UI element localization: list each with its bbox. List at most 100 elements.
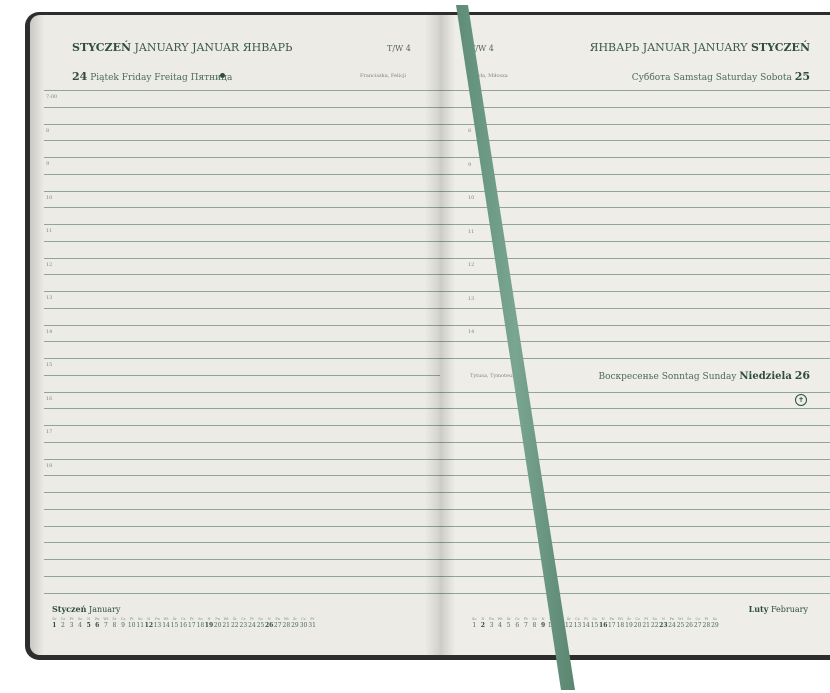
ribbon-strip[interactable] — [456, 5, 575, 690]
ruled-line — [44, 559, 440, 560]
day-pl: Niedziela — [739, 371, 792, 382]
calendar-date: 6 — [95, 622, 100, 629]
ruled-line — [44, 475, 440, 477]
calendar-day: So 15 — [590, 617, 599, 630]
calendar-day: Pt 3 — [67, 617, 76, 630]
calendar-date: 18 — [196, 622, 205, 629]
calendar-day: Pt 31 — [308, 617, 317, 630]
calendar-weekday: Cz — [180, 617, 186, 621]
ruled-line — [440, 224, 830, 225]
calendar-weekday: So — [77, 617, 83, 621]
calendar-weekday: Pn — [669, 617, 675, 621]
calendar-weekday: N — [207, 617, 211, 621]
calendar-day: Śr 12 — [565, 617, 574, 630]
calendar-day: Cz 23 — [239, 617, 248, 630]
day-de: Samstag — [673, 73, 713, 83]
ruled-line — [440, 559, 830, 560]
calendar-weekday: Cz — [241, 617, 246, 621]
calendar-weekday: So — [472, 617, 477, 621]
hour-label: 13 — [46, 295, 53, 301]
calendar-date: 11 — [136, 622, 145, 629]
calendar-date: 13 — [573, 622, 582, 629]
ruled-line — [440, 441, 830, 443]
calendar-weekday: Wt — [617, 617, 623, 621]
calendar-day: Pt 7 — [522, 617, 531, 630]
calendar-weekday: Pn — [609, 617, 615, 621]
ruled-line — [44, 458, 440, 460]
calendar-date: 27 — [693, 622, 702, 629]
book-spine-gutter — [425, 15, 455, 655]
calendar-date: 13 — [153, 622, 162, 629]
day-ru: Воскресенье — [598, 372, 659, 382]
calendar-date: 22 — [650, 622, 659, 629]
ruled-line — [44, 307, 440, 309]
ruled-line — [44, 257, 440, 259]
calendar-date: 31 — [308, 622, 316, 629]
calendar-date: 8 — [112, 622, 117, 629]
ruled-line — [440, 307, 830, 309]
month-de: JANUAR — [192, 41, 240, 54]
calendar-day: Śr 1 — [50, 617, 59, 630]
name-day-names: Franciszka, Felicji — [360, 73, 407, 79]
ruled-line — [440, 173, 830, 175]
calendar-date: 9 — [540, 622, 546, 629]
calendar-date: 15 — [590, 622, 599, 629]
ruled-line — [440, 123, 830, 125]
ruled-line — [440, 106, 830, 108]
calendar-day: Pn 27 — [273, 617, 282, 630]
ruled-line — [440, 291, 830, 292]
calendar-weekday: Śr — [292, 617, 297, 621]
calendar-date: 21 — [222, 622, 230, 629]
ruled-line — [440, 391, 830, 393]
ruled-line — [44, 508, 440, 510]
ruled-line — [44, 441, 440, 443]
right-week-number: T/W 4 — [470, 44, 494, 53]
saturday-heading: Суббота Samstag Saturday Sobota 25 — [632, 70, 810, 83]
mini-month-en: February — [770, 605, 808, 614]
mini-month-pl: Luty — [748, 604, 769, 614]
calendar-day: Cz 16 — [179, 617, 188, 630]
ruled-line — [440, 542, 830, 544]
page-edge-shadow — [30, 15, 44, 655]
calendar-weekday: Wt — [678, 617, 684, 621]
calendar-date: 29 — [291, 622, 299, 629]
day-de: Freitag — [154, 73, 188, 83]
hour-label: 11 — [46, 228, 53, 234]
calendar-weekday: Pt — [523, 617, 528, 621]
calendar-date: 4 — [498, 622, 502, 629]
calendar-date: 1 — [52, 622, 57, 629]
calendar-day: Śr 5 — [504, 617, 513, 630]
left-page: STYCZEŃ JANUARY JANUAR ЯНВАРЬ T/W 4 24 P… — [30, 15, 440, 655]
hour-label: 9 — [46, 161, 50, 167]
calendar-weekday: Śr — [506, 617, 511, 621]
calendar-weekday: Śr — [566, 617, 571, 621]
hour-label: 17 — [46, 429, 53, 435]
ruled-line — [440, 358, 830, 359]
calendar-date: 14 — [582, 622, 590, 629]
calendar-date: 25 — [256, 622, 265, 629]
calendar-weekday: So — [532, 617, 537, 621]
calendar-day: Śr 26 — [685, 617, 694, 630]
hour-label: 9 — [468, 161, 472, 168]
sunday-heading: Воскресенье Sonntag Sunday Niedziela 26 — [598, 369, 810, 382]
calendar-day: N 12 — [145, 617, 154, 630]
calendar-day: Wt 4 — [496, 617, 505, 630]
calendar-day: N 19 — [205, 617, 214, 630]
calendar-day: N 16 — [599, 617, 608, 630]
ruled-line — [44, 542, 440, 544]
calendar-weekday: Pt — [704, 617, 709, 621]
calendar-date: 7 — [103, 622, 108, 629]
calendar-date: 27 — [273, 622, 282, 629]
calendar-weekday: Pn — [155, 617, 160, 621]
calendar-date: 22 — [230, 622, 239, 629]
calendar-weekday: So — [592, 617, 597, 621]
month-ru: ЯНВАРЬ — [589, 41, 640, 54]
month-de: JANUAR — [642, 41, 690, 54]
calendar-weekday: N — [661, 617, 665, 621]
calendar-weekday: Cz — [515, 617, 520, 621]
calendar-day: So 25 — [256, 617, 265, 630]
calendar-weekday: So — [258, 617, 263, 621]
calendar-weekday: Wt — [103, 617, 109, 621]
